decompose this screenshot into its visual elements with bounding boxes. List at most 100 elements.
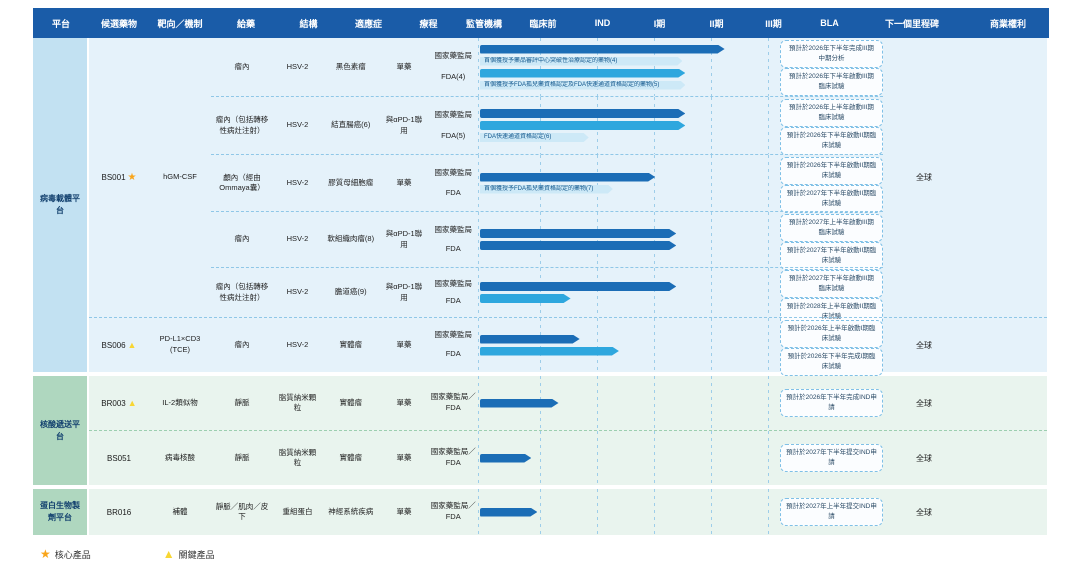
- regimen-cell: 單藥: [396, 452, 412, 462]
- candidate-block-bs001: BS001 ★ hGM-CSF 瘤內 HSV-2 黑色素瘤 單藥 國家藥監局: [89, 38, 1047, 327]
- pipeline-row-biliary: 瘤內（包括轉移性病灶注射） HSV-2 膽道癌(9) 與αPD-1聯用 國家藥監…: [211, 267, 883, 327]
- legend-key-product: ▲ 關鍵產品: [163, 547, 215, 561]
- agency-nmpa: 國家藥監局／: [430, 447, 476, 457]
- milestone-box: 預計於2027年下半年啟動II期臨床試驗: [780, 242, 883, 271]
- progress-bar-nmpa: [480, 282, 676, 291]
- milestones-cell: 預計於2027年下半年啟動III期臨床試驗 預計於2028年上半年啟動II期臨床…: [780, 268, 883, 327]
- platform-cell: 病毒載體平台: [33, 38, 89, 372]
- candidate-name: BR003: [101, 398, 126, 408]
- designation-note: FDA快速通道資格認定(6): [480, 133, 589, 142]
- core-product-star-icon: ★: [127, 172, 137, 183]
- agency-nmpa: 國家藥監局: [434, 330, 472, 340]
- milestone-box: 預計於2026年下半年完成III期中期分析: [780, 40, 883, 69]
- candidate-name: BS006: [101, 340, 126, 350]
- agency-nmpa: 國家藥監局／: [430, 501, 476, 511]
- stage-track: [477, 376, 780, 430]
- route-cell: 靜脈: [234, 452, 250, 462]
- header-structure: 結構: [299, 18, 318, 29]
- agency-nmpa: 國家藥監局: [434, 279, 472, 288]
- candidate-block-bs006: BS006 ▲ PD-L1×CD3 (TCE) 瘤內 HSV-2 實體瘤 單藥 …: [89, 317, 1047, 377]
- agency-fda: FDA: [445, 187, 461, 197]
- header-row: 平台 候選藥物 靶向／機制 給藥 結構 適應症 療程 監管機構 臨床前 IND …: [33, 8, 1049, 38]
- indication-cell: 結直腸癌(6): [331, 120, 371, 130]
- milestone-box: 預計於2026年下半年完成I期臨床試驗: [780, 348, 883, 377]
- commercial-rights-cell: 全球: [916, 398, 932, 408]
- agency-nmpa: 國家藥監局: [434, 51, 472, 61]
- milestone-box: 預計於2027年上半年啟動III期臨床試驗: [780, 214, 883, 243]
- header-stages: 臨床前 IND I期 II期 III期 BLA: [512, 8, 857, 38]
- indication-cell: 神經系統疾病: [328, 506, 374, 516]
- target-cell: IL-2類似物: [162, 397, 198, 407]
- agency-cell: 國家藥監局 FDA: [428, 318, 478, 372]
- platform-label: 核酸遞送平台: [40, 419, 80, 441]
- regimen-cell: 與αPD-1聯用: [385, 115, 423, 135]
- target-cell: PD-L1×CD3 (TCE): [159, 334, 201, 354]
- regimen-cell: 單藥: [396, 61, 412, 71]
- header-stage-bla: BLA: [820, 18, 839, 28]
- header-regimen: 療程: [419, 18, 438, 29]
- commercial-rights-cell: 全球: [916, 173, 932, 182]
- pipeline-row-melanoma: 瘤內 HSV-2 黑色素瘤 單藥 國家藥監局 FDA(4) 首個獲授予藥品審評中…: [211, 38, 883, 97]
- target-cell: hGM-CSF: [163, 172, 197, 182]
- key-product-triangle-icon: ▲: [127, 340, 137, 350]
- agency-nmpa: 國家藥監局: [434, 224, 472, 234]
- candidate-name: BR016: [106, 507, 132, 517]
- milestone-box: 預計於2026年下半年啟動II期臨床試驗: [780, 127, 883, 156]
- agency-fda: FDA: [445, 295, 461, 305]
- milestone-box: 預計於2027年上半年提交IND申請: [780, 497, 883, 527]
- stage-track: [477, 489, 780, 535]
- candidate-name-cell: BR003 ▲: [89, 376, 149, 430]
- platform-label: 蛋白生物製劑平台: [40, 501, 80, 522]
- platform-group-protein: 蛋白生物製劑平台 BR016 補體 靜脈／肌肉／皮下 重組蛋白 神經系統疾病 單…: [33, 489, 1049, 535]
- indication-cell: 實體瘤: [339, 339, 363, 349]
- candidate-block-bs051: BS051 病毒核酸 靜脈 脂質納米顆粒 實體瘤 單藥 國家藥監局／ FDA: [89, 430, 1047, 485]
- candidate-block-br016: BR016 補體 靜脈／肌肉／皮下 重組蛋白 神經系統疾病 單藥 國家藥監局／ …: [89, 489, 1047, 535]
- milestone-box: 預計於2026年下半年完成IND申請: [780, 388, 883, 418]
- agency-cell: 國家藥監局 FDA(5): [428, 97, 478, 154]
- progress-bar-nmpa: [480, 229, 676, 238]
- progress-bar-nmpa: [480, 109, 685, 118]
- progress-bar-nmpa: [480, 335, 580, 344]
- stage-track: FDA快速通道資格認定(6): [477, 97, 780, 154]
- platform-group-viral-vector: 病毒載體平台 BS001 ★ hGM-CSF 瘤內 HSV-2 黑色素瘤: [33, 38, 1049, 377]
- structure-cell: HSV-2: [286, 61, 309, 71]
- milestone-box: 預計於2026年下半年啟動III期臨床試驗: [780, 68, 883, 97]
- agency-cell: 國家藥監局／ FDA: [428, 431, 478, 485]
- header-platform: 平台: [51, 18, 70, 29]
- agency-fda: FDA: [445, 244, 461, 253]
- pipeline-row-colorectal: 瘤內（包括轉移性病灶注射） HSV-2 結直腸癌(6) 與αPD-1聯用 國家藥…: [211, 96, 883, 156]
- milestone-box: 預計於2027年下半年啟動III期臨床試驗: [780, 270, 883, 299]
- milestone-box: 預計於2027年下半年啟動II期臨床試驗: [780, 185, 883, 214]
- designation-note: 首個獲授予FDA孤兒藥資格認定的藥物(7): [480, 185, 613, 194]
- milestone-box: 預計於2027年下半年提交IND申請: [780, 443, 883, 473]
- agency-cell: 國家藥監局／ FDA: [428, 489, 478, 535]
- route-cell: 瘤內（包括轉移性病灶注射）: [215, 115, 269, 135]
- agency-fda: FDA: [445, 458, 461, 467]
- candidate-name-cell: BS006 ▲: [89, 318, 149, 372]
- agency-cell: 國家藥監局／ FDA: [428, 376, 478, 430]
- progress-bar-fda: [480, 347, 619, 356]
- progress-bar: [480, 454, 531, 463]
- route-cell: 靜脈／肌肉／皮下: [215, 501, 269, 522]
- group-gap: [33, 485, 1049, 489]
- agency-fda: FDA(4): [441, 72, 466, 82]
- header-stage-phase3: III期: [765, 18, 782, 29]
- header-route: 給藥: [236, 18, 255, 29]
- header-stage-ind: IND: [594, 18, 611, 28]
- progress-bar-fda: [480, 121, 685, 130]
- milestone-box: 預計於2026年下半年啟動II期臨床試驗: [780, 157, 883, 186]
- group-gap: [33, 372, 1049, 376]
- structure-cell: HSV-2: [286, 287, 309, 297]
- milestones-cell: 預計於2026年下半年完成IND申請: [780, 376, 883, 430]
- platform-cell: 核酸遞送平台: [33, 376, 89, 485]
- route-cell: 靜脈: [234, 397, 250, 407]
- legend-key-label: 關鍵產品: [178, 549, 215, 560]
- legend-core-product: ★ 核心產品: [40, 547, 91, 561]
- progress-bar-fda: [480, 294, 571, 303]
- agency-fda: FDA: [445, 512, 461, 521]
- header-target: 靶向／機制: [157, 18, 203, 29]
- commercial-rights-cell: 全球: [916, 453, 932, 463]
- indication-cell: 膠質母細胞瘤: [328, 177, 374, 187]
- agency-nmpa: 國家藥監局: [434, 167, 472, 177]
